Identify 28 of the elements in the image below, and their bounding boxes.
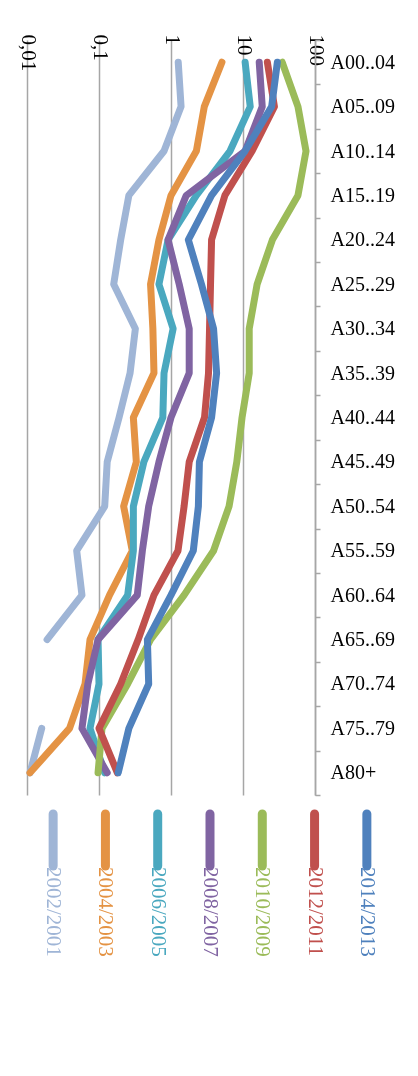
y-tick-label: A35..39 bbox=[330, 361, 395, 384]
y-tick-label: A55..59 bbox=[330, 539, 395, 562]
y-tick-label: A75..79 bbox=[330, 716, 395, 739]
y-tick-label: A65..69 bbox=[330, 628, 395, 651]
y-tick-label: A45..49 bbox=[330, 450, 395, 473]
y-tick-label: A40..44 bbox=[330, 406, 395, 428]
x-tick-label: 0,01 bbox=[16, 34, 41, 72]
text: 2012/2011 bbox=[303, 867, 328, 957]
y-tick-label: A20..24 bbox=[330, 228, 395, 251]
y-tick-label: A05..09 bbox=[330, 95, 395, 118]
y-tick-label: A70..74 bbox=[330, 672, 395, 695]
y-tick-label: A50..54 bbox=[330, 494, 395, 517]
y-tick-label: A80+ bbox=[330, 761, 377, 784]
text: 2010/2009 bbox=[251, 867, 276, 957]
text: 2004/2003 bbox=[94, 867, 119, 957]
y-tick-label: A60..64 bbox=[330, 583, 395, 606]
text: 2008/2007 bbox=[199, 867, 223, 957]
y-tick-label: A10..14 bbox=[330, 139, 395, 162]
y-tick-label: A25..29 bbox=[330, 272, 395, 295]
text: 2014/2013 bbox=[355, 867, 380, 957]
y-tick-label: A30..34 bbox=[330, 317, 395, 340]
y-tick-label: A15..19 bbox=[330, 183, 395, 206]
text: 2002/2001 bbox=[42, 867, 67, 957]
text: 2006/2005 bbox=[146, 867, 171, 957]
x-tick-label: 0,1 bbox=[88, 34, 113, 61]
x-tick-label: 1 bbox=[160, 34, 185, 45]
y-tick-label: A00..04 bbox=[330, 50, 395, 73]
x-tick-label: 10 bbox=[232, 34, 257, 56]
